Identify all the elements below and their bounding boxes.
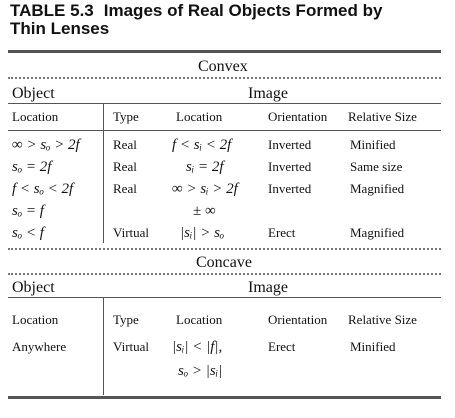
image-type: Real xyxy=(113,181,137,196)
image-location: ∞ > sᵢ > 2f xyxy=(172,181,238,197)
concave-header-rule xyxy=(8,297,441,298)
convex-image-header: Image xyxy=(248,85,288,102)
image-relative-size: Minified xyxy=(350,137,396,152)
object-location: sₒ = f xyxy=(12,203,44,219)
bottom-rule xyxy=(8,396,441,399)
top-rule xyxy=(8,50,441,53)
concave-col-type: Type xyxy=(113,312,139,327)
image-orientation: Erect xyxy=(268,339,296,354)
image-location: |sᵢ| > sₒ xyxy=(180,225,225,241)
image-type: Virtual xyxy=(113,339,150,354)
image-relative-size: Same size xyxy=(350,159,403,174)
concave-dotted-rule xyxy=(8,273,441,275)
object-location: f < sₒ < 2f xyxy=(12,181,74,197)
convex-dotted-rule xyxy=(8,77,441,79)
concave-col-orientation: Orientation xyxy=(268,312,328,327)
concave-column-divider xyxy=(103,297,104,395)
image-orientation: Erect xyxy=(268,225,296,240)
image-type: Real xyxy=(113,137,137,152)
image-location-line2: sₒ > |sᵢ| xyxy=(178,363,223,379)
convex-column-rule xyxy=(8,130,441,131)
convex-section-label: Convex xyxy=(198,58,248,75)
convex-col-location: Location xyxy=(12,109,59,124)
image-location: ± ∞ xyxy=(193,203,216,219)
object-location: sₒ < f xyxy=(12,225,44,241)
image-relative-size: Magnified xyxy=(350,181,405,196)
convex-column-divider xyxy=(103,103,104,243)
table-number: TABLE 5.3 xyxy=(10,1,94,20)
image-orientation: Inverted xyxy=(268,159,312,174)
convex-object-header: Object xyxy=(12,85,55,102)
image-relative-size: Magnified xyxy=(350,225,405,240)
object-location: ∞ > sₒ > 2f xyxy=(12,137,80,153)
image-type: Virtual xyxy=(113,225,150,240)
object-location: sₒ = 2f xyxy=(12,159,52,175)
table-title-line2: Thin Lenses xyxy=(10,19,110,38)
image-relative-size: Minified xyxy=(350,339,396,354)
image-location-line1: |sᵢ| < |f|, xyxy=(172,339,223,355)
image-location: f < sᵢ < 2f xyxy=(172,137,232,153)
table-title: TABLE 5.3 Images of Real Objects Formed b… xyxy=(10,2,382,38)
concave-top-dotted-rule xyxy=(8,248,441,250)
image-location: sᵢ = 2f xyxy=(186,159,224,175)
concave-col-location: Location xyxy=(12,312,59,327)
image-type: Real xyxy=(113,159,137,174)
concave-image-header: Image xyxy=(248,279,288,296)
convex-col-image-location: Location xyxy=(176,109,223,124)
image-orientation: Inverted xyxy=(268,137,312,152)
convex-col-relative-size: Relative Size xyxy=(348,109,417,124)
object-location: Anywhere xyxy=(12,339,67,354)
image-orientation: Inverted xyxy=(268,181,312,196)
concave-section-label: Concave xyxy=(196,254,252,271)
concave-col-image-location: Location xyxy=(176,312,223,327)
concave-col-relative-size: Relative Size xyxy=(348,312,417,327)
convex-col-orientation: Orientation xyxy=(268,109,328,124)
concave-object-header: Object xyxy=(12,279,55,296)
table-title-line1: Images of Real Objects Formed by xyxy=(103,1,383,20)
convex-header-rule xyxy=(8,103,441,104)
convex-col-type: Type xyxy=(113,109,139,124)
